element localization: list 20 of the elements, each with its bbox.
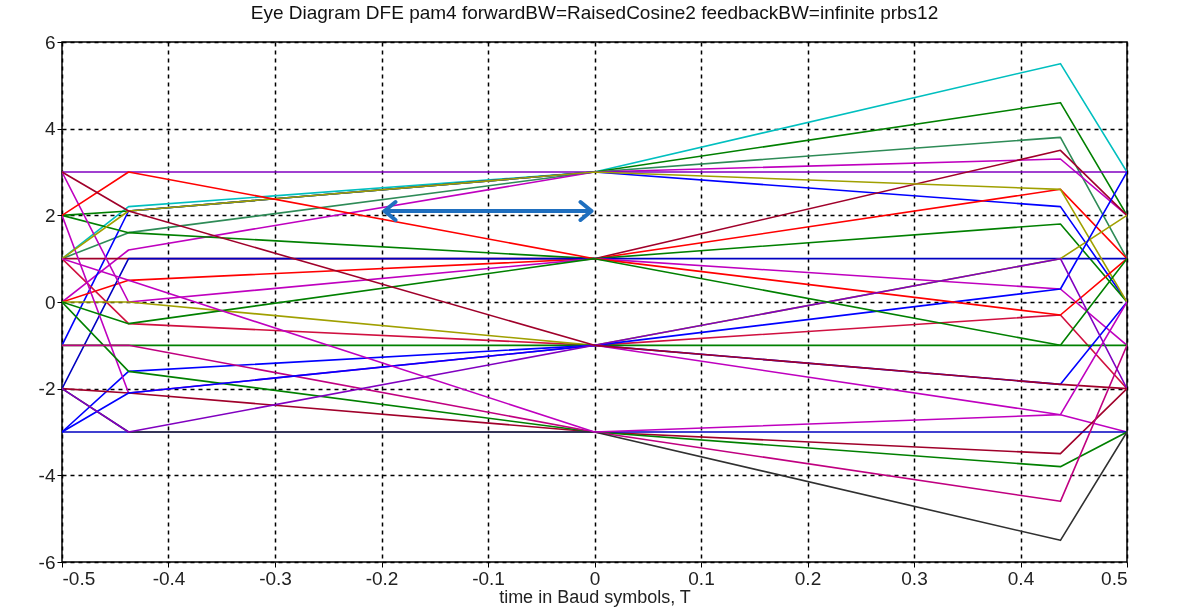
x-tick-label: 0.2	[794, 567, 822, 589]
x-tick-label: -0.2	[365, 567, 399, 589]
x-tick-label: -0.3	[259, 567, 292, 589]
y-tick-label: 2	[44, 204, 56, 226]
y-tick-label: -4	[38, 464, 56, 486]
x-tick-label: 0.3	[901, 567, 928, 589]
x-tick-label: 0.1	[688, 567, 715, 589]
x-tick-label: -0.1	[472, 567, 505, 589]
x-tick-label: 0.5	[1101, 567, 1128, 589]
x-tick-label: 0	[589, 567, 601, 589]
x-axis-title: time in Baud symbols, T	[499, 586, 691, 607]
x-tick-label: -0.4	[152, 567, 186, 589]
chart-title: Eye Diagram DFE pam4 forwardBW=RaisedCosine2 feedbackBW=infinite prbs12	[250, 2, 939, 23]
y-tick-label: 6	[44, 31, 56, 53]
y-tick-label: -6	[38, 551, 56, 573]
y-tick-label: -2	[38, 378, 56, 400]
x-tick-label: -0.5	[62, 567, 96, 589]
x-tick-label: 0.4	[1007, 567, 1035, 589]
y-tick-label: 0	[44, 291, 56, 313]
y-tick-label: 4	[44, 118, 56, 140]
